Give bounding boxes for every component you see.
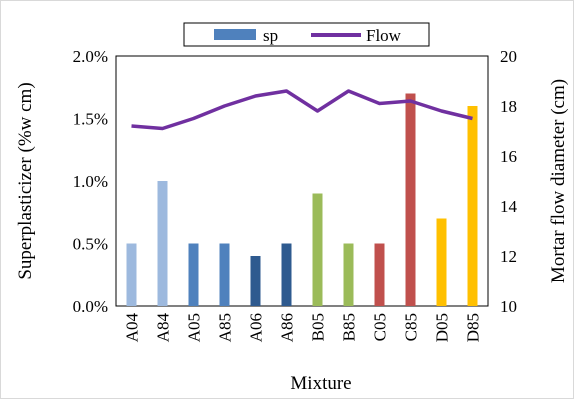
bar-A85	[219, 243, 230, 306]
left-axis-ticks: 0.0% 0.5% 1.0% 1.5% 2.0%	[73, 47, 108, 316]
legend-flow-label: Flow	[366, 26, 402, 45]
x-axis-ticks: A04 A84 A05 A85 A06 A86 B05 B85 C05 C85 D05 D85	[123, 313, 483, 343]
y-tick-label: 1.5%	[73, 110, 108, 129]
flow-line-group	[131, 89, 473, 131]
x-tick-label: B85	[340, 313, 359, 341]
y2-tick-label: 18	[500, 97, 517, 116]
x-tick-label: A85	[216, 313, 235, 342]
plot-area-border	[115, 55, 489, 307]
y-tick-label: 0.5%	[73, 235, 108, 254]
legend-sp-label: sp	[263, 26, 278, 45]
bar-A06	[250, 256, 261, 306]
y-tick-label: 0.0%	[73, 297, 108, 316]
y2-axis-title: Mortar flow diameter (cm)	[548, 79, 569, 283]
legend-sp-swatch	[214, 29, 256, 40]
bar-B85	[343, 243, 354, 306]
plot-area	[115, 55, 489, 307]
flow-line	[131, 89, 473, 131]
x-tick-label: A86	[278, 313, 297, 342]
x-tick-label: B05	[309, 313, 328, 341]
bar-A86	[281, 243, 292, 306]
y-tick-label: 2.0%	[73, 47, 108, 66]
bar-A84	[157, 181, 168, 306]
x-tick-label: D85	[464, 313, 483, 342]
bar-A05	[188, 243, 199, 306]
y-tick-label: 1.0%	[73, 172, 108, 191]
right-axis-ticks: 10 12 14 16 18 20	[500, 47, 518, 316]
y2-tick-label: 14	[500, 197, 518, 216]
x-tick-label: A05	[185, 313, 204, 342]
x-tick-label: A84	[154, 313, 173, 343]
bar-A04	[126, 243, 137, 306]
y2-tick-label: 16	[500, 147, 517, 166]
bar-C05	[374, 243, 385, 306]
x-tick-label: A04	[123, 313, 142, 343]
x-axis-title: Mixture	[290, 373, 351, 394]
y2-tick-label: 12	[500, 247, 517, 266]
bars-group	[126, 93, 478, 306]
x-tick-label: D05	[433, 313, 452, 342]
y2-tick-label: 20	[500, 47, 517, 66]
x-tick-label: C85	[402, 313, 421, 341]
y2-tick-label: 10	[500, 297, 517, 316]
x-tick-label: A06	[247, 313, 266, 342]
bar-C85	[405, 93, 416, 306]
x-tick-label: C05	[371, 313, 390, 341]
y-axis-title: Superplasticizer (%w cm)	[15, 82, 36, 279]
bar-D05	[436, 218, 447, 306]
legend-box	[183, 22, 430, 47]
legend: sp Flow	[183, 22, 430, 47]
bar-B05	[312, 193, 323, 306]
bar-D85	[467, 106, 478, 306]
